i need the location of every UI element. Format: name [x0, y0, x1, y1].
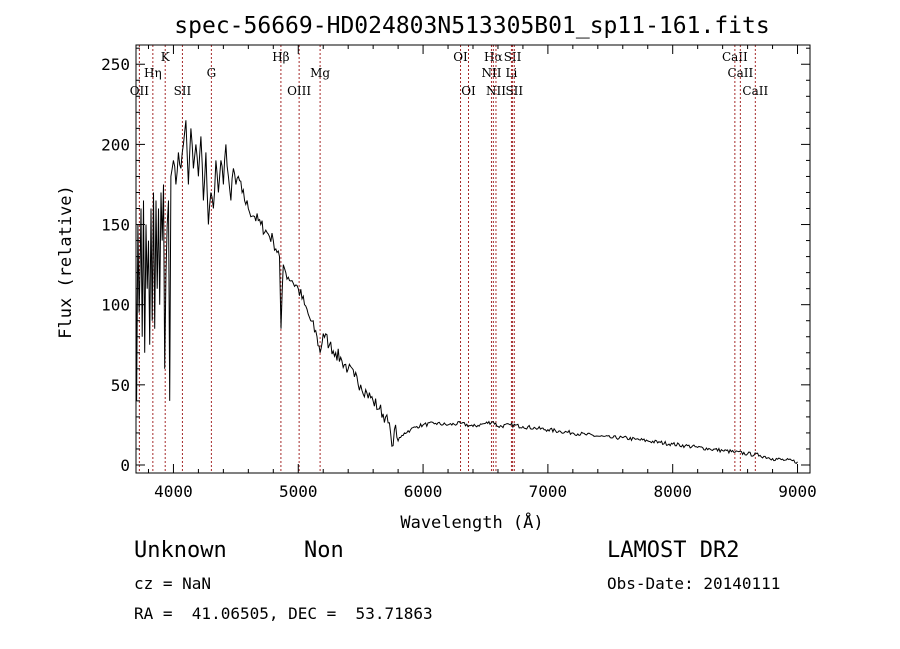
- chart-title: spec-56669-HD024803N513305B01_sp11-161.f…: [174, 13, 769, 39]
- spectrum-series-line: [135, 120, 798, 465]
- line-label: Li: [506, 66, 518, 80]
- emission-lines-layer: OIIHηKSIIGHβOIIIMgOIOIHαNIINIISIILiSIICa…: [130, 45, 768, 473]
- y-tick-label: 150: [101, 216, 130, 235]
- spectrum-layer: [135, 120, 798, 465]
- line-label: SII: [505, 84, 523, 98]
- y-tick-label: 100: [101, 296, 130, 315]
- line-label: K: [161, 50, 171, 64]
- line-label: OI: [453, 50, 468, 64]
- axes-layer: 4000 5000 6000 7000 8000 9000 0 50 100 150 200 250: [101, 44, 817, 501]
- survey-name: LAMOST DR2: [607, 538, 740, 563]
- x-tick-label: 6000: [404, 482, 443, 501]
- line-label: OI: [461, 84, 476, 98]
- line-label: Hη: [144, 66, 162, 80]
- y-tick-label: 0: [120, 456, 130, 475]
- line-label: CaII: [727, 66, 753, 80]
- line-label: Hβ: [272, 50, 289, 64]
- x-tick-label: 8000: [653, 482, 692, 501]
- redshift-cz: cz = NaN: [134, 574, 212, 593]
- y-tick-label: 50: [111, 376, 130, 395]
- x-tick-label: 5000: [279, 482, 318, 501]
- line-label: CaII: [722, 50, 748, 64]
- line-label: OIII: [287, 84, 311, 98]
- line-label: OII: [130, 84, 150, 98]
- y-tick-label: 200: [101, 135, 130, 154]
- y-axis-label: Flux (relative): [56, 185, 76, 339]
- line-label: SII: [174, 84, 192, 98]
- line-label: Hα: [484, 50, 503, 64]
- line-label: CaII: [742, 84, 768, 98]
- object-subclass: Non: [304, 538, 344, 563]
- plot-frame: [135, 44, 811, 474]
- object-class: Unknown: [134, 538, 227, 563]
- x-axis-label: Wavelength (Å): [400, 511, 543, 533]
- line-label: G: [207, 66, 217, 80]
- line-label: Mg: [310, 66, 330, 80]
- x-tick-label: 7000: [529, 482, 568, 501]
- line-label: NII: [481, 66, 501, 80]
- line-label: SII: [504, 50, 522, 64]
- line-label: NII: [486, 84, 506, 98]
- y-tick-label: 250: [101, 55, 130, 74]
- observation-date: Obs-Date: 20140111: [607, 574, 781, 593]
- x-tick-label: 9000: [778, 482, 817, 501]
- x-tick-label: 4000: [154, 482, 193, 501]
- sky-coordinates: RA = 41.06505, DEC = 53.71863: [134, 604, 433, 623]
